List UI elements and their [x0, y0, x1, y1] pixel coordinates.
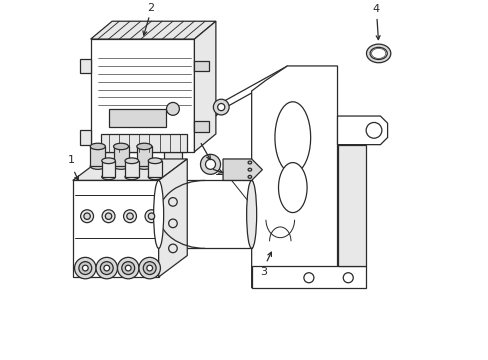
Ellipse shape: [148, 158, 162, 163]
Polygon shape: [278, 163, 306, 213]
Polygon shape: [194, 21, 215, 152]
Polygon shape: [148, 161, 162, 177]
Circle shape: [303, 273, 313, 283]
Polygon shape: [223, 159, 262, 180]
Polygon shape: [194, 60, 208, 71]
Text: 3: 3: [260, 267, 267, 277]
Circle shape: [117, 257, 139, 279]
Circle shape: [139, 257, 160, 279]
Ellipse shape: [137, 163, 152, 169]
Ellipse shape: [153, 180, 163, 248]
Ellipse shape: [113, 163, 128, 169]
Circle shape: [126, 213, 133, 220]
Circle shape: [205, 159, 215, 169]
Circle shape: [102, 210, 115, 222]
Circle shape: [123, 210, 136, 222]
Circle shape: [84, 213, 90, 220]
Polygon shape: [73, 180, 158, 277]
Ellipse shape: [90, 163, 105, 169]
Polygon shape: [125, 161, 138, 177]
Ellipse shape: [247, 168, 251, 171]
Ellipse shape: [247, 161, 251, 164]
Circle shape: [103, 265, 109, 271]
Circle shape: [125, 265, 131, 271]
Polygon shape: [228, 171, 242, 177]
Polygon shape: [90, 21, 215, 39]
Ellipse shape: [366, 44, 390, 63]
Circle shape: [200, 154, 220, 174]
Circle shape: [79, 262, 92, 275]
Polygon shape: [158, 159, 187, 277]
Polygon shape: [215, 66, 287, 116]
Circle shape: [100, 262, 113, 275]
Circle shape: [145, 210, 158, 222]
Polygon shape: [137, 147, 152, 166]
Ellipse shape: [137, 143, 152, 150]
Polygon shape: [163, 152, 182, 161]
Circle shape: [82, 265, 88, 271]
Polygon shape: [80, 130, 90, 145]
Polygon shape: [90, 39, 194, 152]
Polygon shape: [101, 134, 187, 152]
Ellipse shape: [125, 174, 138, 180]
Circle shape: [74, 257, 96, 279]
Circle shape: [96, 257, 117, 279]
Ellipse shape: [125, 158, 138, 163]
Circle shape: [122, 262, 134, 275]
Polygon shape: [251, 266, 366, 288]
Polygon shape: [108, 109, 165, 127]
Circle shape: [343, 273, 352, 283]
Polygon shape: [80, 59, 90, 73]
Polygon shape: [73, 159, 187, 180]
Text: 5: 5: [193, 128, 201, 138]
Ellipse shape: [90, 143, 105, 150]
Ellipse shape: [148, 174, 162, 180]
Circle shape: [146, 265, 152, 271]
Circle shape: [168, 198, 177, 206]
Circle shape: [168, 244, 177, 253]
Polygon shape: [158, 180, 251, 248]
Circle shape: [213, 99, 229, 115]
Circle shape: [217, 104, 224, 111]
Circle shape: [143, 262, 156, 275]
Ellipse shape: [369, 47, 386, 59]
Ellipse shape: [102, 174, 115, 180]
Text: 2: 2: [147, 3, 154, 13]
Ellipse shape: [113, 143, 128, 150]
Ellipse shape: [246, 180, 256, 248]
Polygon shape: [274, 102, 310, 173]
Polygon shape: [90, 147, 105, 166]
Circle shape: [168, 219, 177, 228]
Polygon shape: [103, 152, 121, 161]
Text: 6: 6: [203, 157, 210, 167]
Ellipse shape: [240, 171, 244, 177]
Polygon shape: [102, 161, 115, 177]
Polygon shape: [337, 145, 366, 266]
Polygon shape: [251, 66, 337, 288]
Circle shape: [366, 122, 381, 138]
Circle shape: [105, 213, 112, 220]
Text: 4: 4: [372, 4, 379, 14]
Polygon shape: [337, 116, 387, 145]
Polygon shape: [194, 121, 208, 132]
Circle shape: [148, 213, 154, 220]
Ellipse shape: [102, 158, 115, 163]
Ellipse shape: [247, 175, 251, 178]
Polygon shape: [113, 147, 128, 166]
Circle shape: [81, 210, 93, 222]
Circle shape: [166, 103, 179, 115]
Text: 1: 1: [67, 156, 74, 165]
Polygon shape: [224, 170, 228, 178]
